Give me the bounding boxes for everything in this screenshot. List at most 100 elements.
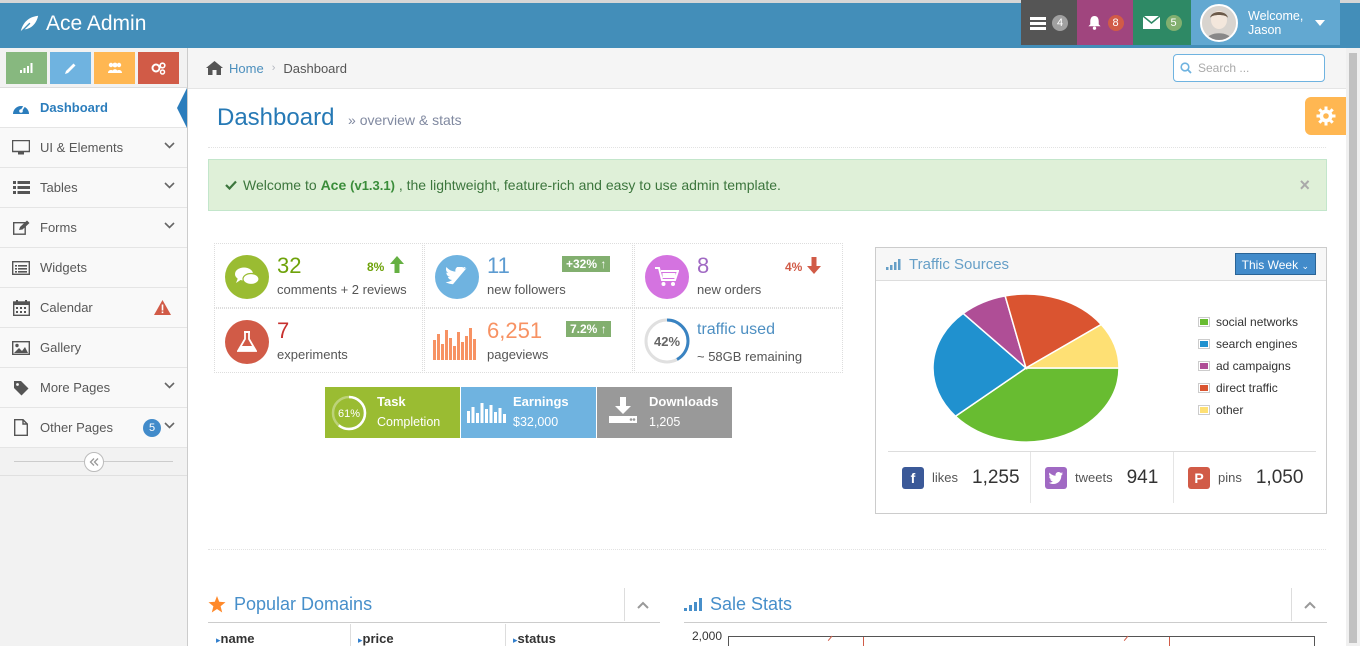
sidebar-item-ui-elements[interactable]: UI & Elements xyxy=(0,128,187,168)
user-menu[interactable]: Welcome, Jason xyxy=(1191,0,1340,45)
infobox-earnings: Earnings $32,000 xyxy=(461,387,596,438)
shortcut-users[interactable] xyxy=(94,52,135,84)
list-alt-icon xyxy=(10,260,32,275)
list-icon xyxy=(10,181,32,194)
widget-title: Popular Domains xyxy=(234,594,373,614)
bigbox-title: Task xyxy=(377,394,406,409)
pencil-icon xyxy=(65,63,76,74)
sidebar-item-calendar[interactable]: Calendar xyxy=(0,288,187,328)
chart-line xyxy=(1169,637,1170,646)
sidebar-item-other-pages[interactable]: Other Pages 5 xyxy=(0,408,187,448)
twitter-icon xyxy=(1045,466,1067,489)
shortcut-signal[interactable] xyxy=(6,52,47,84)
file-icon xyxy=(10,419,32,436)
settings-button[interactable] xyxy=(1305,97,1346,135)
sidebar-item-more-pages[interactable]: More Pages xyxy=(0,368,187,408)
close-icon[interactable]: × xyxy=(1299,175,1310,195)
notifications-button[interactable]: 8 xyxy=(1077,0,1133,45)
stat-badge: +32% ↑ xyxy=(562,256,611,272)
tasks-icon xyxy=(1030,16,1046,30)
pie-slice-search-engines[interactable] xyxy=(932,312,1028,418)
legend-swatch xyxy=(1198,405,1210,415)
active-indicator xyxy=(177,88,187,128)
signal-icon xyxy=(20,63,33,73)
column-header-name[interactable]: ▸name xyxy=(216,631,255,646)
arrow-down-icon xyxy=(807,257,821,274)
range-dropdown[interactable]: This Week ⌄ xyxy=(1234,253,1316,275)
infobox-value: 6,251 xyxy=(487,318,543,343)
shortcut-pencil[interactable] xyxy=(50,52,91,84)
infobox-label: new orders xyxy=(697,282,762,297)
alert-prefix: Welcome to xyxy=(243,177,317,193)
collapse-button[interactable] xyxy=(83,451,104,472)
infobox-label: pageviews xyxy=(487,347,549,362)
legend-item: direct traffic xyxy=(1198,377,1298,399)
bigbox-title: Earnings xyxy=(513,394,569,409)
sidebar-item-label: Gallery xyxy=(40,340,82,355)
sidebar-item-dashboard[interactable]: Dashboard xyxy=(0,88,187,128)
bigbox-sub: 1,205 xyxy=(649,415,681,429)
chart-line xyxy=(863,637,864,646)
chart-line xyxy=(827,635,837,645)
chevron-up-icon xyxy=(636,601,649,609)
social-pins: P pins 1,050 xyxy=(1174,452,1316,503)
pie-slice-other[interactable] xyxy=(1023,323,1120,369)
alert-suffix: , the lightweight, feature-rich and easy… xyxy=(398,177,781,193)
signal-icon xyxy=(684,598,702,611)
flask-icon xyxy=(225,320,269,364)
brand[interactable]: Ace Admin xyxy=(18,12,146,36)
bigbox-title: Downloads xyxy=(649,394,719,409)
sidebar-item-label: Widgets xyxy=(40,260,87,275)
traffic-sources-widget: Traffic Sources This Week ⌄ social netwo… xyxy=(875,247,1327,514)
alert-version: (v1.3.1) xyxy=(350,177,395,193)
legend-item: search engines xyxy=(1198,333,1298,355)
stat-value: 8% xyxy=(367,260,385,274)
collapse-widget-button[interactable] xyxy=(624,588,660,621)
sidebar-item-tables[interactable]: Tables xyxy=(0,168,187,208)
legend-swatch xyxy=(1198,383,1210,393)
download-icon xyxy=(609,397,637,423)
sidebar-shortcuts xyxy=(0,48,187,88)
stat-value: 7.2% xyxy=(570,322,598,336)
sale-chart-area xyxy=(728,635,1315,646)
bigbox-sub: Completion xyxy=(377,415,441,429)
chevron-up-icon xyxy=(1303,601,1316,609)
sidebar-item-gallery[interactable]: Gallery xyxy=(0,328,187,368)
sidebar-item-forms[interactable]: Forms xyxy=(0,208,187,248)
messages-button[interactable]: 5 xyxy=(1133,0,1191,45)
welcome-text: Welcome, xyxy=(1248,8,1304,23)
other-pages-badge: 5 xyxy=(143,419,161,437)
double-chevron-left-icon xyxy=(89,457,98,466)
pie-slice-direct-traffic[interactable] xyxy=(1004,293,1103,370)
warning-icon xyxy=(154,300,171,315)
task-pie-chart: 61% xyxy=(331,395,367,431)
social-value: 1,050 xyxy=(1255,466,1304,488)
scrollbar-thumb[interactable] xyxy=(1349,53,1357,643)
y-axis-tick: 2,000 xyxy=(692,629,723,643)
tachometer-icon xyxy=(10,100,32,116)
legend-item: ad campaigns xyxy=(1198,355,1298,377)
breadcrumb-home-link[interactable]: Home xyxy=(229,60,264,76)
sidebar-item-widgets[interactable]: Widgets xyxy=(0,248,187,288)
infobox-task-completion: 61% Task Completion xyxy=(325,387,460,438)
legend-label: ad campaigns xyxy=(1216,359,1291,373)
notifications-badge: 8 xyxy=(1107,14,1124,31)
column-header-price[interactable]: ▸price xyxy=(358,631,394,646)
collapse-widget-button[interactable] xyxy=(1291,588,1327,621)
social-label: tweets xyxy=(1075,470,1113,485)
column-header-status[interactable]: ▸status xyxy=(513,631,556,646)
social-likes: f likes 1,255 xyxy=(888,452,1031,503)
infobox-value: 7 xyxy=(277,318,290,343)
search-placeholder: Search ... xyxy=(1198,61,1250,75)
shortcut-cogs[interactable] xyxy=(138,52,179,84)
search-input[interactable]: Search ... xyxy=(1173,54,1325,82)
sparkline-bars xyxy=(433,328,476,360)
stat-badge: 7.2% ↑ xyxy=(566,321,611,337)
pie-slice-social-networks[interactable] xyxy=(954,367,1120,443)
avatar xyxy=(1200,3,1238,42)
desktop-icon xyxy=(10,140,32,155)
widget-header: Traffic Sources This Week ⌄ xyxy=(876,248,1326,281)
infobox-label: ~ 58GB remaining xyxy=(697,349,803,364)
tasks-button[interactable]: 4 xyxy=(1021,0,1077,45)
page-scrollbar[interactable] xyxy=(1346,48,1360,646)
